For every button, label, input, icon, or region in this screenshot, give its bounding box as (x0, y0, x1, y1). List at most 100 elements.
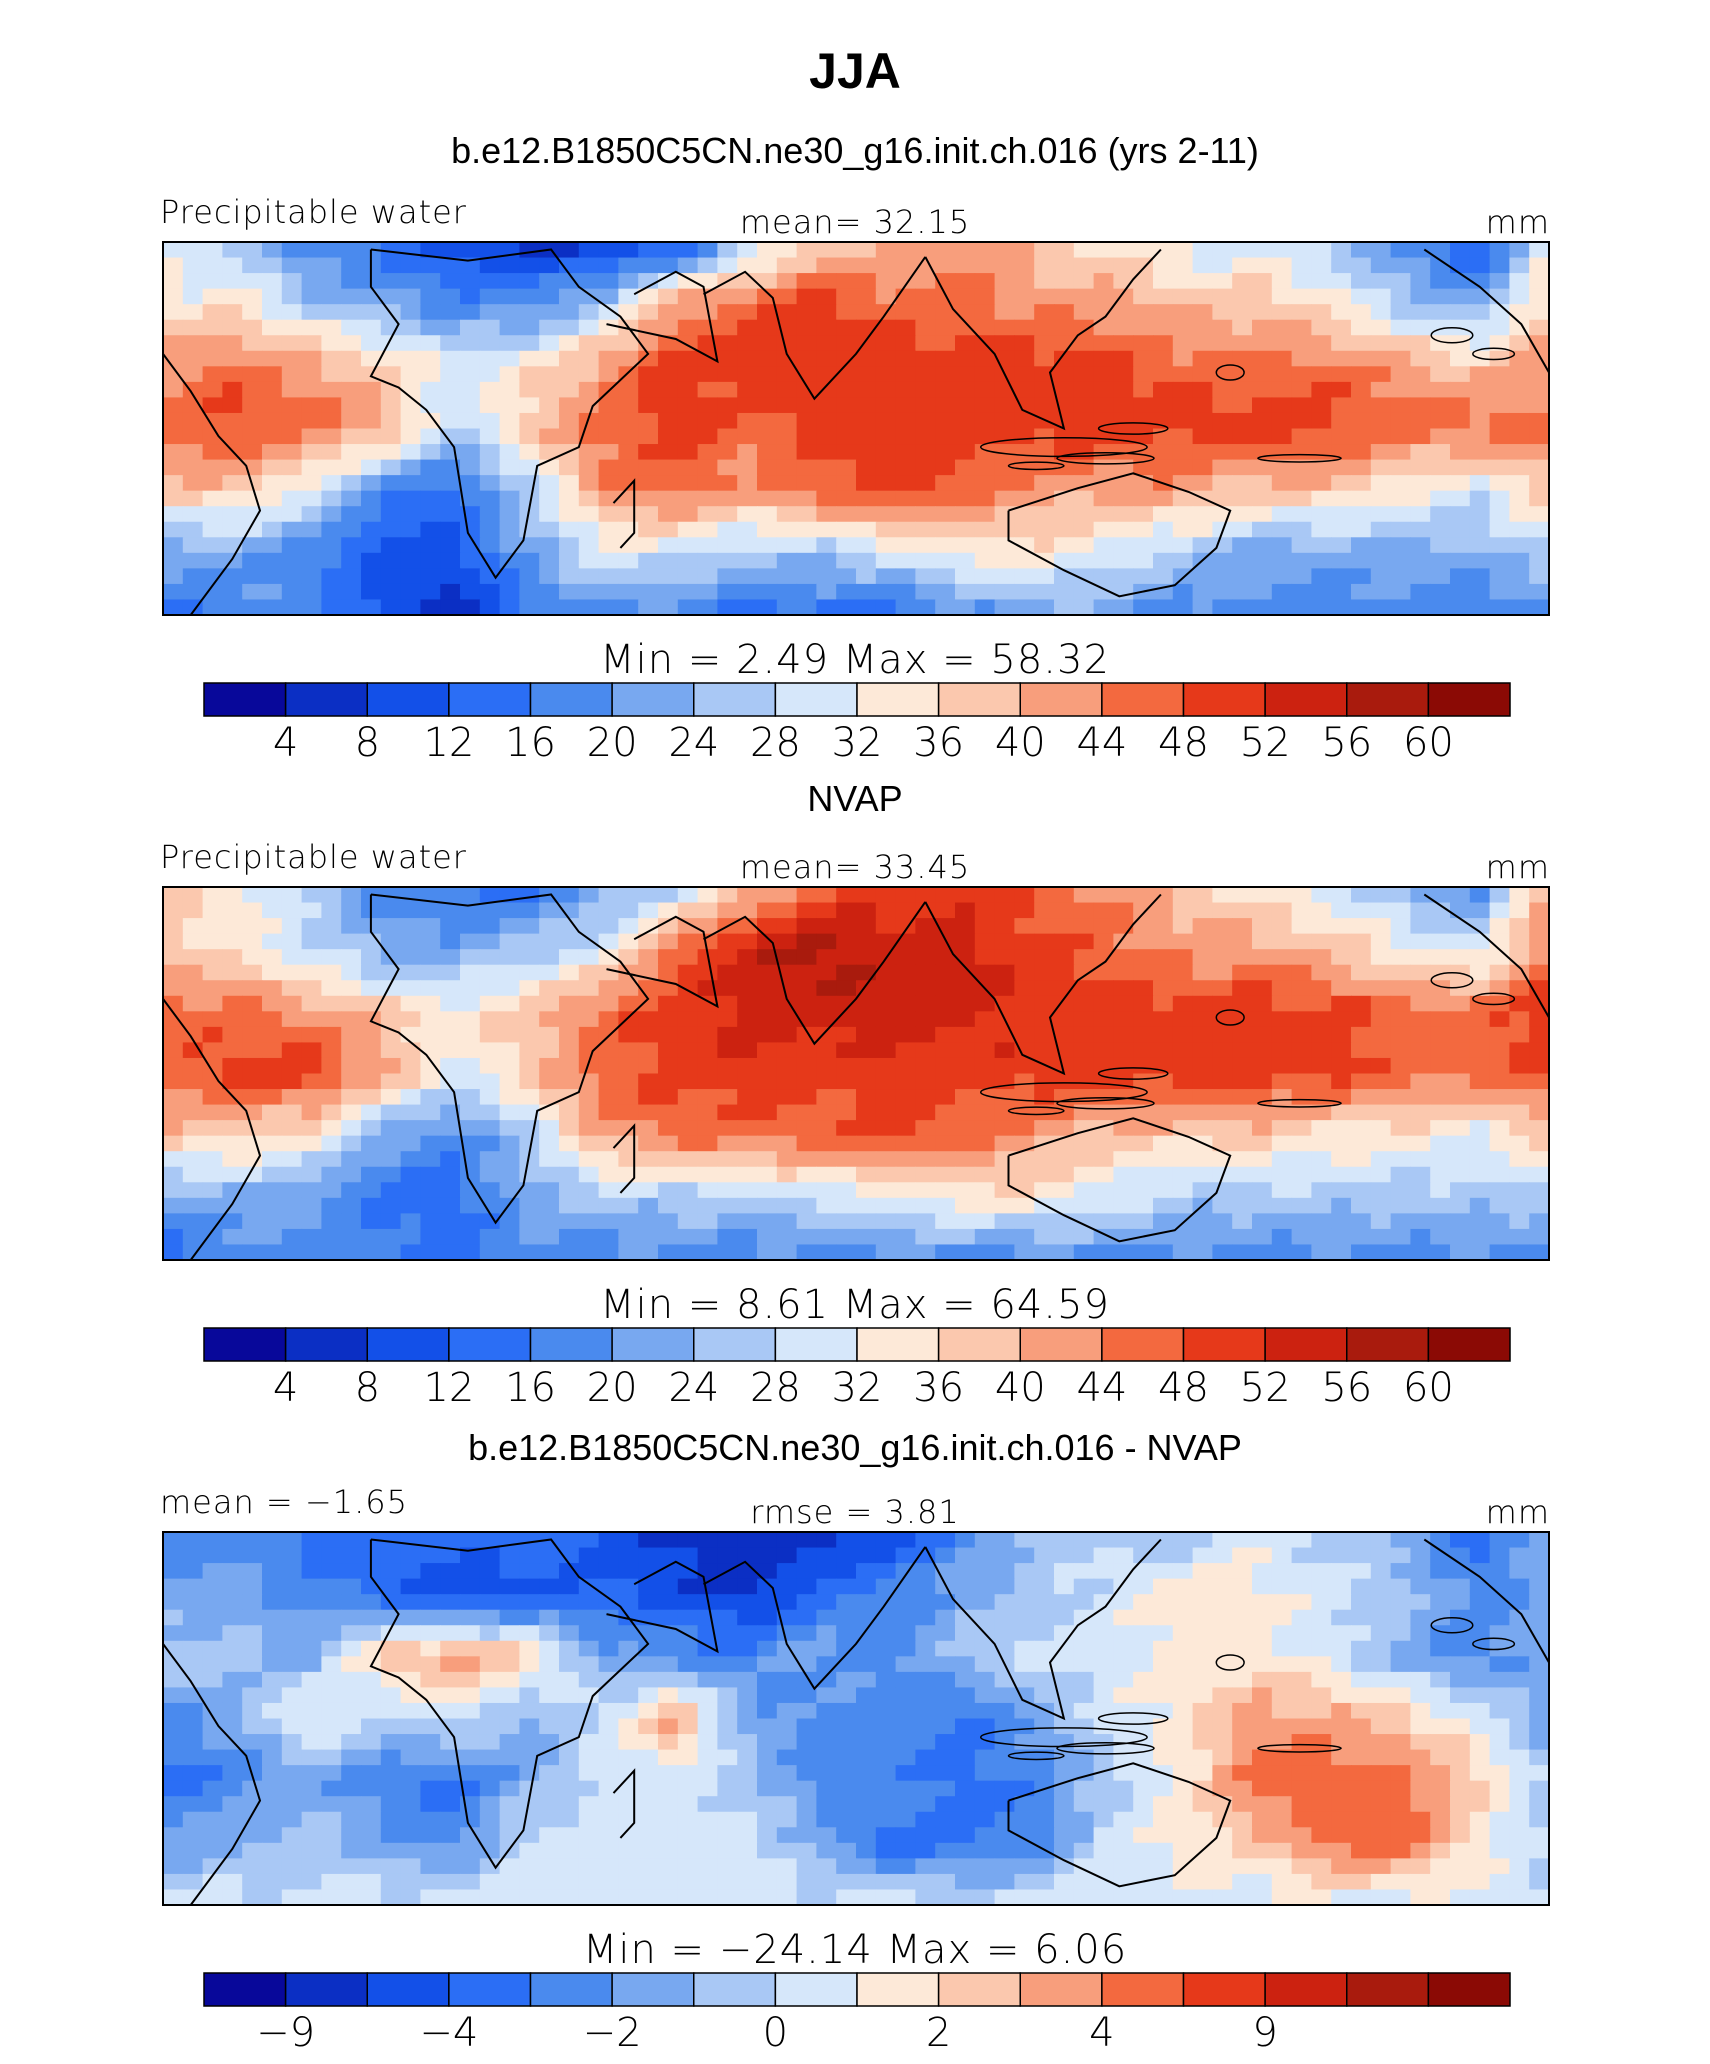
contour-cell (301, 1765, 322, 1782)
contour-cell (875, 381, 897, 399)
contour-cell (1351, 335, 1372, 352)
contour-cell (895, 1687, 916, 1704)
contour-cell (1529, 1594, 1550, 1611)
contour-cell (994, 1594, 1015, 1611)
contour-cell (1232, 1625, 1253, 1642)
contour-cell (1430, 1780, 1451, 1797)
contour-cell (955, 350, 976, 367)
contour-cell (1014, 1671, 1035, 1689)
contour-cell (1430, 1687, 1451, 1704)
contour-cell (479, 1656, 501, 1673)
contour-cell (1351, 1734, 1372, 1751)
contour-cell (836, 1671, 857, 1689)
contour-cell (618, 1734, 639, 1751)
contour-cell (1351, 1687, 1372, 1704)
contour-cell (202, 1640, 223, 1657)
contour-cell (915, 1842, 936, 1859)
contour-cell (1370, 273, 1392, 290)
contour-cell (1430, 304, 1451, 321)
contour-cell (1192, 242, 1213, 259)
contour-cell (1370, 288, 1392, 305)
contour-cell (757, 381, 778, 399)
contour-cell (1509, 1734, 1530, 1751)
contour-cell (816, 319, 837, 336)
contour-cell (1489, 1780, 1510, 1797)
contour-cell (499, 273, 520, 290)
contour-cell (757, 366, 778, 383)
contour-cell (1014, 1609, 1035, 1626)
contour-cell (1172, 1578, 1194, 1595)
contour-cell (1370, 1749, 1392, 1766)
contour-cell (697, 1858, 718, 1875)
contour-cell (856, 1827, 877, 1844)
contour-cell (262, 304, 283, 321)
contour-cell (1311, 1578, 1332, 1595)
contour-cell (281, 1811, 303, 1828)
contour-cell (1450, 288, 1471, 305)
contour-cell (222, 1656, 243, 1673)
contour-cell (281, 1594, 303, 1611)
contour-cell (281, 257, 303, 274)
contour-cell (796, 304, 817, 321)
contour-cell (836, 1858, 857, 1875)
contour-cell (242, 1578, 263, 1595)
contour-cell (242, 1734, 263, 1751)
contour-cell (420, 1796, 441, 1813)
contour-cell (1331, 1687, 1352, 1704)
contour-cell (519, 350, 540, 367)
contour-cell (1370, 397, 1392, 414)
contour-cell (1529, 1780, 1550, 1797)
contour-cell (598, 1625, 619, 1642)
contour-cell (1370, 1765, 1392, 1782)
contour-cell (1252, 1749, 1273, 1766)
contour-cell (380, 1858, 402, 1875)
contour-cell (1252, 1765, 1273, 1782)
contour-cell (539, 1563, 560, 1580)
contour-cell (222, 1609, 243, 1626)
contour-cell (1232, 335, 1253, 352)
units-label: mm (1485, 203, 1550, 241)
contour-cell (737, 1796, 758, 1813)
contour-cell (1172, 1765, 1194, 1782)
contour-cell (460, 1656, 481, 1673)
contour-cell (420, 1780, 441, 1797)
contour-cell (321, 1749, 342, 1766)
contour-cell (1370, 242, 1392, 259)
contour-cell (361, 397, 382, 414)
contour-cell (1450, 1718, 1471, 1735)
contour-cell (658, 1640, 679, 1657)
contour-cell (440, 1796, 461, 1813)
contour-cell (856, 1858, 877, 1875)
contour-cell (1390, 257, 1411, 274)
contour-cell (717, 1858, 738, 1875)
contour-cell (836, 1656, 857, 1673)
contour-cell (1093, 1842, 1114, 1859)
contour-cell (1430, 1640, 1451, 1657)
contour-cell (836, 1547, 857, 1564)
contour-cell (539, 1858, 560, 1875)
contour-cell (598, 1656, 619, 1673)
contour-cell (816, 1765, 837, 1782)
contour-cell (400, 1765, 421, 1782)
contour-cell (1252, 1671, 1273, 1689)
contour-cell (559, 257, 580, 274)
contour-cell (1351, 1796, 1372, 1813)
contour-cell (1073, 1702, 1095, 1720)
contour-cell (578, 319, 600, 336)
contour-cell (677, 1609, 699, 1626)
contour-cell (321, 1702, 342, 1720)
contour-cell (1153, 273, 1174, 290)
contour-cell (440, 1842, 461, 1859)
contour-cell (757, 1687, 778, 1704)
contour-cell (341, 1780, 362, 1797)
contour-cell (1450, 335, 1471, 352)
contour-cell (598, 350, 619, 367)
contour-cell (598, 257, 619, 274)
contour-cell (1351, 257, 1372, 274)
contour-cell (1232, 397, 1253, 414)
contour-cell (1489, 1656, 1510, 1673)
contour-cell (1252, 1734, 1273, 1751)
contour-cell (559, 1811, 580, 1828)
contour-cell (1370, 1532, 1392, 1549)
contour-cell (1509, 1702, 1530, 1720)
